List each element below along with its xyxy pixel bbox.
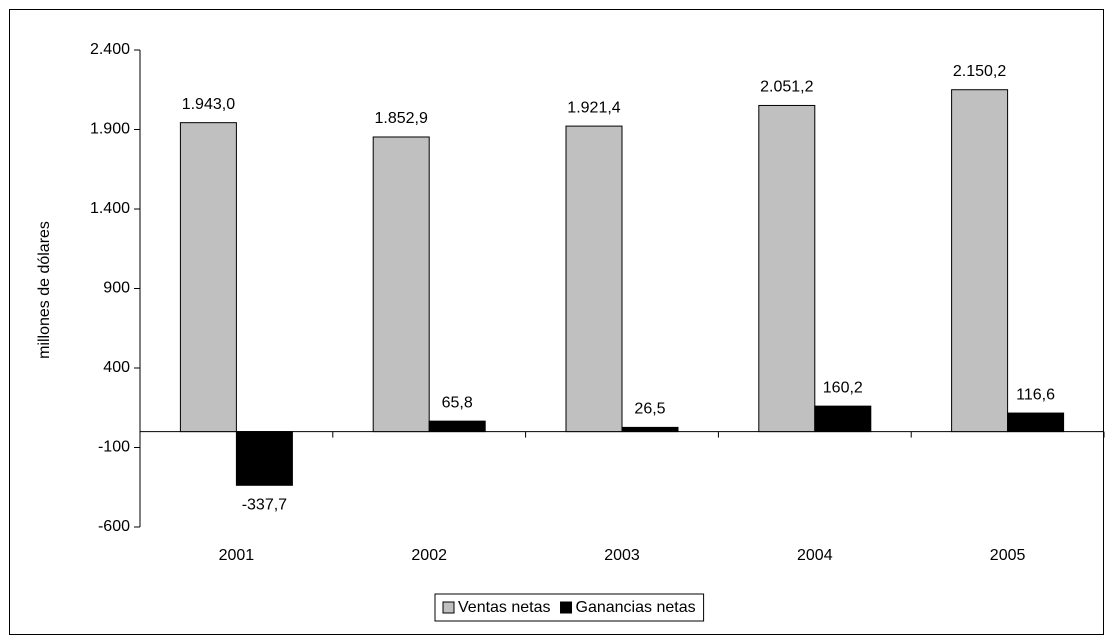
y-tick-label: 2.400	[90, 41, 130, 58]
x-tick-label: 2003	[604, 547, 640, 564]
data-label: 26,5	[634, 401, 665, 418]
x-tick-label: 2001	[219, 547, 255, 564]
bar	[621, 426, 679, 433]
y-tick-label: -100	[98, 439, 130, 456]
legend-swatch	[442, 601, 455, 614]
data-label: 160,2	[823, 379, 863, 396]
legend-label: Ganancias netas	[576, 599, 696, 616]
bar	[179, 122, 237, 433]
data-label: 1.943,0	[182, 96, 235, 113]
chart-frame	[9, 9, 1104, 635]
data-label: 116,6	[1016, 386, 1055, 403]
legend-swatch	[560, 601, 573, 614]
y-tick-label: 400	[103, 359, 130, 376]
y-axis-label: millones de dólares	[36, 221, 53, 359]
y-tick-label: 900	[103, 280, 130, 297]
x-tick-label: 2005	[990, 547, 1026, 564]
bar	[1007, 412, 1065, 433]
bar	[428, 420, 486, 433]
x-tick-label: 2002	[411, 547, 447, 564]
bar	[951, 89, 1009, 433]
x-tick-label: 2004	[797, 547, 833, 564]
bar	[235, 431, 293, 486]
bar	[814, 405, 872, 433]
bar	[565, 125, 623, 433]
data-label: 1.852,9	[375, 110, 428, 127]
data-label: 1.921,4	[567, 99, 620, 116]
data-label: 2.051,2	[760, 79, 813, 96]
bar	[372, 136, 430, 433]
y-tick-label: 1.400	[90, 200, 130, 217]
data-label: 2.150,2	[953, 63, 1006, 80]
y-tick-label: 1.900	[90, 121, 130, 138]
data-label: 65,8	[442, 394, 473, 411]
data-label: -337,7	[242, 497, 287, 514]
bar	[758, 104, 816, 433]
legend-label: Ventas netas	[458, 599, 551, 616]
y-tick-label: -600	[98, 518, 130, 535]
